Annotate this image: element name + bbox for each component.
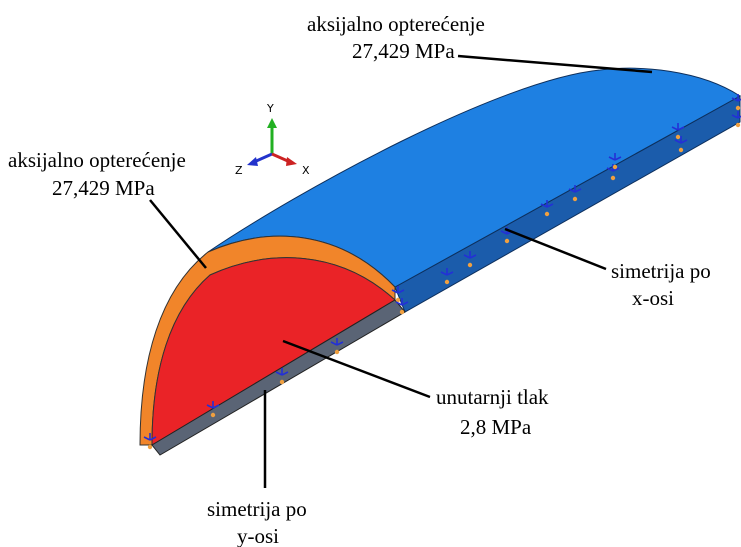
bc-marker-icon — [674, 136, 688, 153]
triad-z-label: Z — [235, 164, 243, 177]
bc-marker-icon — [395, 298, 409, 315]
leader-axial-right — [457, 54, 653, 74]
bc-marker-icon — [731, 94, 741, 111]
leader-internal-pressure — [282, 339, 431, 399]
bc-marker-icon — [731, 111, 741, 128]
internal-pressure-line2: 2,8 MPa — [460, 415, 532, 439]
axial-load-left-line2: 27,429 MPa — [52, 176, 155, 200]
axial-load-left-line1: aksijalno opterećenje — [8, 148, 186, 172]
z-axis-arrow-icon — [247, 157, 258, 166]
bc-marker-icon — [608, 153, 622, 170]
coordinate-triad: Y Z X — [235, 102, 310, 177]
bc-marker-icon — [206, 401, 220, 418]
symmetry-x-line1: simetrija po — [611, 259, 711, 283]
axial-load-right-line1: aksijalno opterećenje — [307, 12, 485, 36]
boundary-condition-markers — [143, 94, 741, 450]
bc-marker-icon — [440, 268, 454, 285]
bc-marker-icon — [540, 200, 554, 217]
y-axis-arrow-icon — [267, 118, 277, 128]
inner-face — [151, 257, 396, 446]
triad-y-label: Y — [266, 102, 274, 115]
bc-marker-icon — [330, 338, 344, 355]
leader-lines — [149, 54, 653, 488]
bc-marker-icon — [275, 368, 289, 385]
symmetry-y-line2: y-osi — [237, 524, 279, 547]
x-axis-arrow-icon — [286, 157, 297, 166]
bc-marker-icon — [463, 251, 477, 268]
bc-marker-icon — [568, 185, 582, 202]
axial-load-right-line2: 27,429 MPa — [352, 39, 455, 63]
bc-marker-icon — [500, 227, 514, 244]
symmetry-y-line1: simetrija po — [207, 497, 307, 521]
triad-x-label: X — [302, 164, 310, 177]
bc-marker-icon — [671, 123, 685, 140]
bc-marker-icon — [143, 433, 157, 450]
internal-pressure-line1: unutarnji tlak — [436, 385, 549, 409]
bottom-edge — [151, 299, 406, 456]
leader-symmetry-x — [504, 227, 607, 271]
bc-marker-icon — [391, 286, 405, 303]
symmetry-x-line2: x-osi — [632, 286, 674, 310]
leader-axial-left — [149, 199, 207, 269]
